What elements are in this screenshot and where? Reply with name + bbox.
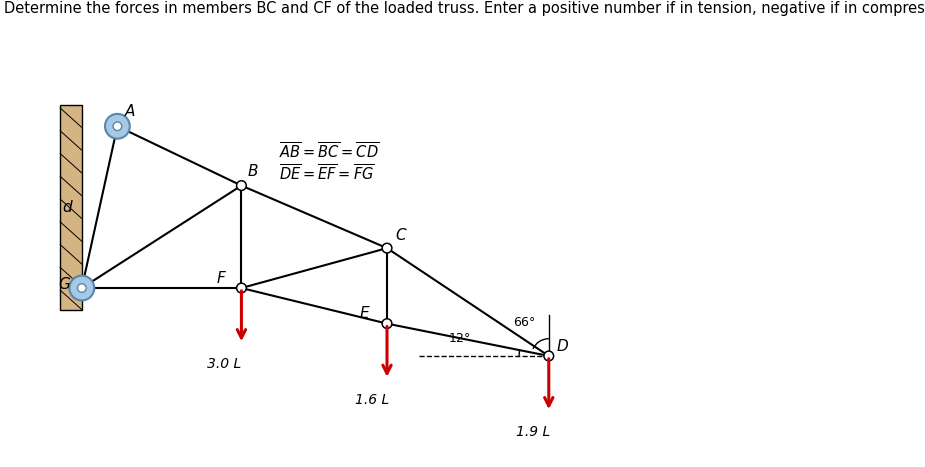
Circle shape [105,114,130,139]
Text: Determine the forces in members BC and CF of the loaded truss. Enter a positive : Determine the forces in members BC and C… [5,0,925,16]
Circle shape [78,284,86,292]
Text: A: A [125,104,135,119]
Circle shape [237,181,246,191]
Circle shape [544,351,554,361]
Text: $\overline{AB}=\overline{BC}=\overline{CD}$: $\overline{AB}=\overline{BC}=\overline{C… [279,142,379,162]
Bar [60,105,81,310]
Text: 1.9 L: 1.9 L [516,425,550,439]
Text: C: C [396,228,406,243]
Text: d: d [62,200,71,215]
Text: B: B [248,164,258,179]
Circle shape [69,276,94,300]
Circle shape [382,319,392,328]
Text: $66°$: $66°$ [513,316,536,329]
Text: E: E [360,306,370,321]
Text: G: G [58,277,70,292]
Circle shape [113,122,122,131]
Circle shape [382,243,392,253]
Circle shape [237,283,246,293]
Text: F: F [216,271,226,286]
Text: 3.0 L: 3.0 L [207,357,241,371]
Text: 1.6 L: 1.6 L [354,393,388,407]
Text: D: D [556,339,568,354]
Text: $12°$: $12°$ [449,332,472,345]
Text: $\overline{DE}=\overline{EF}=\overline{FG}$: $\overline{DE}=\overline{EF}=\overline{F… [279,163,375,184]
